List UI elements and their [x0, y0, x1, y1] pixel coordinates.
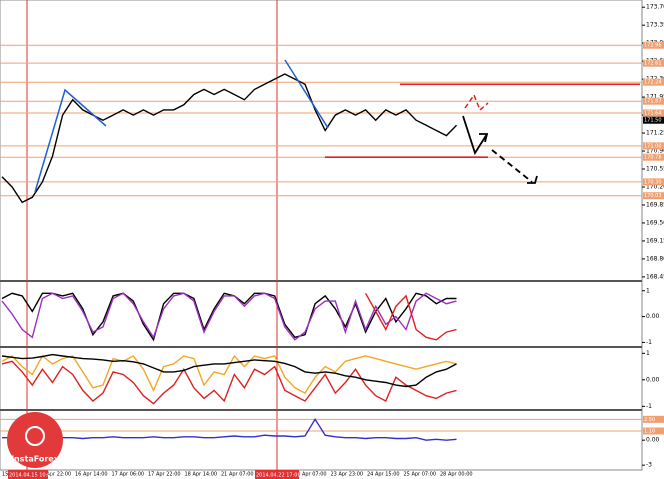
series-line	[1, 292, 457, 341]
y-tick-label: 171.25	[646, 130, 664, 137]
x-tick-label: 15 Apr 22:00	[39, 472, 72, 478]
y-tick-label: -3	[646, 462, 652, 469]
marker-box	[8, 470, 48, 479]
y-tick-label: 170.55	[646, 166, 664, 173]
level-box	[643, 192, 664, 200]
y-tick-label: 168.45	[646, 273, 664, 280]
x-tick-label: 18 Apr 14:00	[185, 472, 218, 478]
marker-label: 2014.04.15 10:00	[9, 473, 54, 479]
x-tick-label: 21 Apr 07:00	[221, 472, 254, 478]
y-tick-label: 1	[646, 350, 650, 357]
level-box	[643, 97, 664, 105]
y-tick-label: 1	[646, 287, 650, 294]
y-tick-label: 0.00	[646, 376, 660, 383]
level-label: 170.03	[644, 193, 662, 199]
y-tick-label: 170.20	[646, 183, 664, 190]
marker-labels: 2014.04.15 10:00 2014.04.22 17:00	[8, 470, 301, 479]
level-label: 170.78	[644, 155, 662, 161]
series-line	[1, 73, 457, 204]
y-tick-label: 173.70	[646, 4, 664, 11]
x-tick-label: 17 Apr 06:00	[112, 472, 145, 478]
y-tick-label: 0.00	[646, 313, 660, 320]
marker-box	[255, 470, 299, 479]
level-box	[643, 415, 664, 423]
level-box	[643, 427, 664, 435]
x-tick-label: 24 Apr 15:00	[367, 472, 400, 478]
y-tick-label: 0.00	[646, 437, 660, 444]
level-label: 171.64	[644, 111, 662, 117]
forecast-arrow	[462, 115, 488, 156]
level-label: 172.61	[644, 61, 662, 67]
level-label: 2.50	[644, 417, 655, 423]
level-box	[643, 178, 664, 186]
level-box	[643, 142, 664, 150]
x-tick-label: 23 Apr 07:00	[294, 472, 327, 478]
level-label: 172.96	[644, 43, 662, 49]
y-tick-label: 171.95	[646, 94, 664, 101]
x-tick-label: 28 Apr 00:00	[440, 472, 473, 478]
level-label: 1.10	[644, 429, 655, 435]
level-box	[643, 109, 664, 117]
logo-badge	[7, 412, 63, 468]
x-tick-label: 17 Apr 22:00	[148, 472, 181, 478]
level-box	[643, 78, 664, 86]
y-tick-label: 169.85	[646, 201, 664, 208]
logo-text: InstaForex	[11, 455, 60, 464]
y-tick-label: 170.90	[646, 148, 664, 155]
plot-frame	[0, 0, 643, 471]
trend-line	[34, 88, 107, 193]
series-line	[1, 354, 457, 395]
marker-label: 2014.04.22 17:00	[256, 473, 301, 479]
logo: InstaForex	[7, 412, 63, 468]
y-tick-label: 169.50	[646, 219, 664, 226]
series-line	[1, 292, 457, 342]
level-box	[643, 41, 664, 49]
price-box	[643, 116, 664, 124]
level-box	[643, 59, 664, 67]
y-tick-label: -1	[646, 403, 652, 410]
y-tick-label: -1	[646, 339, 652, 346]
trend-line	[284, 59, 329, 129]
annotations	[34, 59, 538, 193]
y-tick-label: 169.15	[646, 237, 664, 244]
series-line	[1, 360, 457, 405]
level-box	[643, 153, 664, 161]
x-tick-label: 16 Apr 14:00	[75, 472, 108, 478]
arrow-head	[479, 133, 489, 143]
series-line	[1, 353, 457, 388]
level-label: 172.24	[644, 80, 662, 86]
logo-icon	[25, 426, 45, 446]
level-label: 171.87	[644, 99, 662, 105]
arrow-head	[527, 175, 538, 184]
level-label: 170.30	[644, 179, 662, 185]
forecast-arrow	[491, 149, 533, 183]
series-line	[2, 417, 457, 441]
price-label: 171.50	[644, 118, 662, 124]
x-tick-label: 23 Apr 23:00	[331, 472, 364, 478]
x-tick-label: 25 Apr 07:00	[404, 472, 437, 478]
y-tick-label: 173.35	[646, 22, 664, 29]
series-line	[364, 292, 457, 341]
level-label: 171.00	[644, 143, 662, 149]
y-tick-label: 168.80	[646, 255, 664, 262]
